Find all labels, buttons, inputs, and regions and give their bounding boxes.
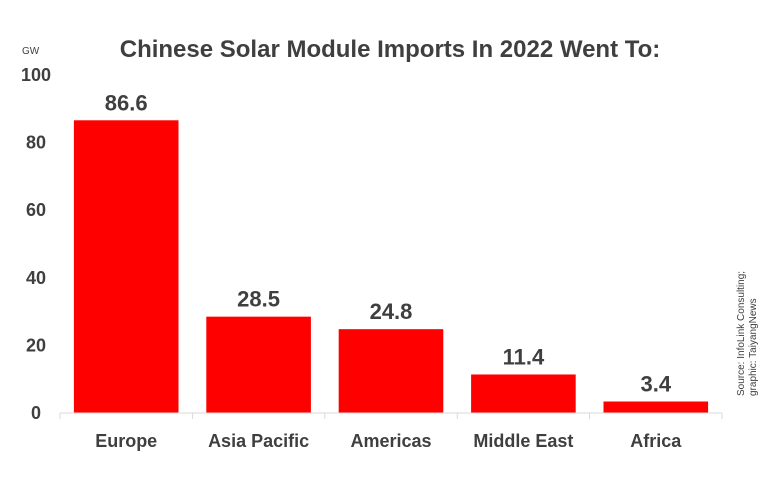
bar — [206, 316, 311, 413]
category-label: Asia Pacific — [208, 431, 309, 451]
bar-value-label: 11.4 — [503, 344, 545, 369]
bar — [603, 401, 709, 413]
y-tick-label: 40 — [26, 268, 46, 288]
category-labels: Europe Asia Pacific Americas Middle East Afr… — [95, 431, 682, 451]
category-label: Americas — [350, 431, 431, 451]
y-axis-ticks: 0 20 40 60 80 100 — [21, 65, 51, 423]
y-tick-label: 80 — [26, 133, 46, 153]
source-line-1: Source: InfoLink Consulting; — [736, 270, 747, 396]
y-tick-label: 60 — [26, 200, 46, 220]
bar-value-label: 86.6 — [105, 90, 148, 115]
bars — [73, 120, 709, 414]
bar — [73, 120, 179, 414]
y-tick-label: 20 — [26, 335, 46, 355]
x-axis-ticks — [59, 413, 723, 419]
bar — [338, 329, 444, 413]
category-label: Middle East — [473, 431, 573, 451]
category-label: Africa — [630, 431, 682, 451]
bar-value-label: 3.4 — [641, 372, 672, 397]
bar — [471, 374, 576, 413]
bar-value-label: 24.8 — [370, 299, 413, 324]
value-labels: 86.6 28.5 24.8 11.4 3.4 — [105, 90, 672, 396]
source-line-2: graphic: TaiyangNews — [748, 298, 759, 396]
chart-title: Chinese Solar Module Imports In 2022 Wen… — [119, 36, 661, 63]
source-note: Source: InfoLink Consulting; graphic: Ta… — [736, 271, 760, 396]
unit-label: GW — [22, 46, 40, 57]
bar-value-label: 28.5 — [237, 287, 280, 312]
category-label: Europe — [95, 431, 157, 451]
y-tick-label: 100 — [21, 65, 51, 85]
y-tick-label: 0 — [31, 403, 41, 423]
